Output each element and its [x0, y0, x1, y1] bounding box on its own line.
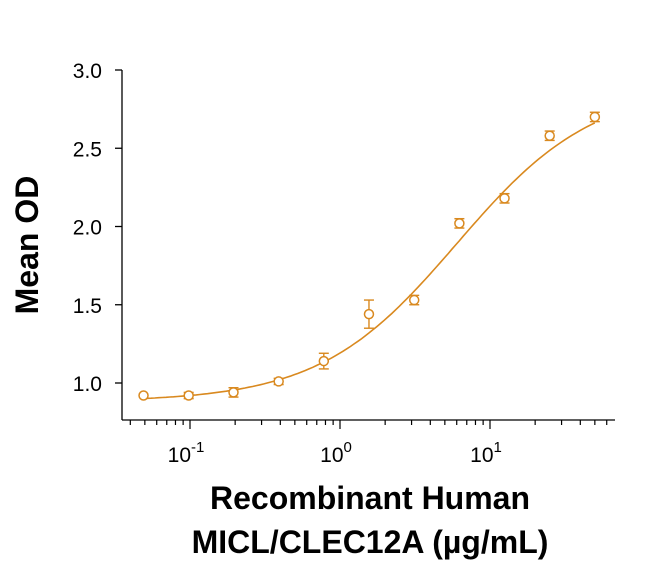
x-axis-title-line1: Recombinant Human	[210, 480, 530, 516]
data-point	[318, 355, 330, 367]
x-tick-label: 10-1	[168, 439, 205, 467]
y-ticks: 1.0 1.5 2.0 2.5 3.0	[73, 60, 122, 396]
data-point	[408, 294, 420, 306]
y-tick-label: 1.0	[73, 373, 102, 396]
data-point	[544, 130, 555, 141]
data-point	[273, 376, 284, 387]
data-point	[499, 193, 510, 204]
x-tick-label: 101	[470, 439, 502, 467]
y-tick-label: 3.0	[73, 60, 102, 83]
x-ticks: 10-1 100 101	[129, 420, 608, 467]
x-axis-title-line2: MICL/CLEC12A (µg/mL)	[192, 524, 549, 560]
data-points	[138, 111, 601, 401]
data-point	[228, 387, 239, 398]
data-point	[363, 308, 375, 320]
y-tick-label: 2.5	[73, 138, 102, 161]
data-point	[183, 390, 194, 401]
fit-curve	[143, 122, 596, 400]
data-point	[589, 111, 601, 123]
data-point	[454, 218, 465, 229]
y-axis-title: Mean OD	[9, 176, 45, 315]
data-point	[138, 390, 149, 401]
y-tick-label: 2.0	[73, 217, 102, 240]
x-tick-label: 100	[320, 439, 352, 467]
y-tick-label: 1.5	[73, 295, 102, 318]
